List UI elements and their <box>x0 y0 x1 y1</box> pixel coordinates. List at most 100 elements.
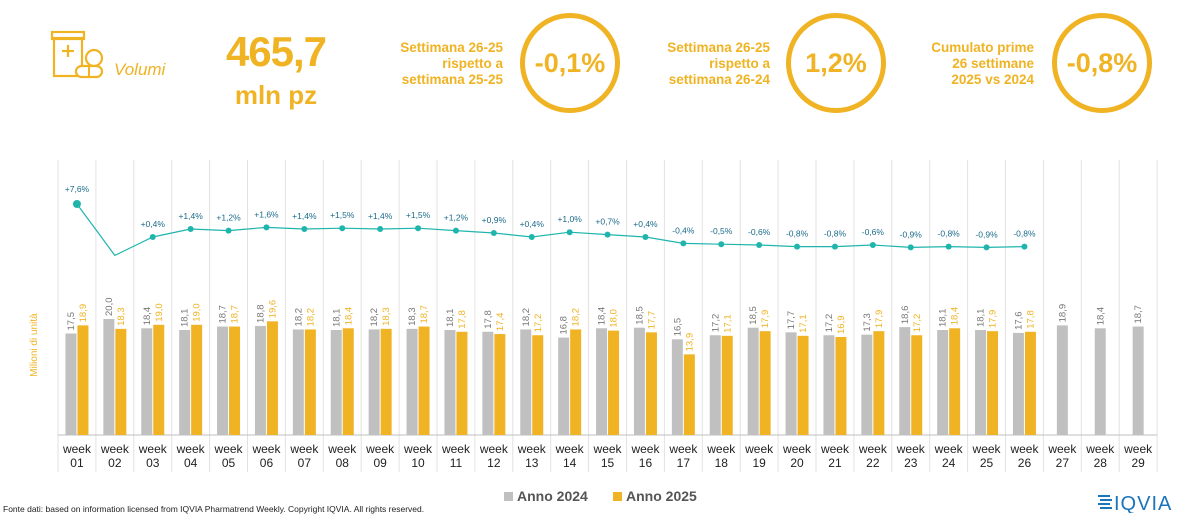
x-tick-label: 20 <box>790 456 804 470</box>
growth-label: +1,5% <box>406 210 431 220</box>
legend-item-2025: Anno 2025 <box>613 488 697 504</box>
growth-point <box>528 234 535 240</box>
growth-label: +0,4% <box>141 219 166 229</box>
bar-2025 <box>721 335 733 435</box>
x-tick-label: week <box>744 442 774 456</box>
data-label-2025: 17,2 <box>533 314 544 333</box>
growth-label: +1,5% <box>330 210 355 220</box>
data-label-2024: 17,8 <box>483 310 494 329</box>
bar-2025 <box>153 324 165 435</box>
x-tick-label: 16 <box>639 456 653 470</box>
growth-label: -0,4% <box>672 225 695 235</box>
data-label-2025: 17,4 <box>495 313 506 332</box>
source-note: Fonte dati: based on information license… <box>3 504 425 514</box>
bar-2025 <box>115 328 127 435</box>
bar-2025 <box>380 328 392 435</box>
legend-item-2024: Anno 2024 <box>504 488 588 504</box>
x-tick-label: week <box>593 442 623 456</box>
growth-point <box>301 226 308 232</box>
bar-2024 <box>444 330 456 435</box>
growth-point <box>415 225 422 232</box>
growth-label: +1,4% <box>292 211 317 221</box>
bar-2025 <box>797 335 809 435</box>
kpi-2-label: Settimana 26-25 rispetto a settimana 26-… <box>667 40 770 87</box>
x-tick-label: 10 <box>411 456 425 470</box>
pill-box-icon <box>50 30 104 79</box>
growth-label: +1,2% <box>216 213 241 223</box>
data-label-2025: 16,9 <box>836 315 847 334</box>
bar-2024 <box>671 339 683 435</box>
growth-point <box>756 242 763 248</box>
bar-2024 <box>330 330 342 435</box>
growth-point <box>642 234 649 240</box>
x-tick-label: week <box>972 442 1002 456</box>
x-tick-label: 23 <box>904 456 918 470</box>
growth-label: +7,6% <box>65 184 90 194</box>
growth-line <box>76 203 1025 257</box>
data-label-2024: 18,8 <box>255 304 266 323</box>
bar-2025 <box>987 331 999 435</box>
bar-2025 <box>1024 331 1036 435</box>
bar-2024 <box>596 328 608 435</box>
data-label-2024: 18,2 <box>521 308 532 327</box>
bar-2025 <box>229 326 241 435</box>
bar-2024 <box>937 330 949 435</box>
growth-label: +0,7% <box>595 217 620 227</box>
data-label-2024: 17,2 <box>824 314 835 333</box>
x-tick-label: 15 <box>601 456 615 470</box>
y-axis-label: Milioni di unità <box>29 313 40 377</box>
x-tick-label: week <box>517 442 547 456</box>
growth-label: -0,9% <box>975 229 998 239</box>
bar-2025 <box>494 334 506 435</box>
data-label-2024: 18,3 <box>407 307 418 326</box>
bar-2025 <box>645 332 657 435</box>
bar-2024 <box>520 329 532 435</box>
x-tick-label: 21 <box>828 456 842 470</box>
growth-point <box>263 224 270 231</box>
data-label-2024: 18,7 <box>218 305 229 324</box>
x-tick-label: 18 <box>715 456 729 470</box>
legend-swatch-2025 <box>613 491 622 501</box>
bar-2025 <box>532 335 544 435</box>
data-label-2025: 18,4 <box>950 307 961 326</box>
bar-2025 <box>266 321 278 435</box>
bar-2024 <box>823 335 835 435</box>
data-label-2025: 18,3 <box>381 307 392 326</box>
x-tick-label: week <box>251 442 281 456</box>
data-label-2024: 16,5 <box>672 318 683 337</box>
bar-2024 <box>558 337 570 435</box>
bar-2025 <box>191 324 203 435</box>
growth-point <box>945 243 952 250</box>
data-label-2024: 18,2 <box>369 308 380 327</box>
growth-label: +0,4% <box>520 219 545 229</box>
growth-point <box>187 226 194 232</box>
data-label-2025: 17,1 <box>722 314 733 333</box>
bar-2024 <box>292 329 304 435</box>
x-tick-label: week <box>100 442 130 456</box>
growth-point <box>907 244 914 251</box>
bar-2024 <box>1056 325 1068 435</box>
data-label-2025: 19,0 <box>154 303 165 322</box>
kpi-3-circle: -0,8% <box>1052 13 1152 113</box>
iqvia-logo-text: IQVIA <box>1114 493 1172 513</box>
data-label-2025: 18,3 <box>116 307 127 326</box>
x-tick-label: 01 <box>70 456 84 470</box>
x-tick-label: week <box>630 442 660 456</box>
bar-2024 <box>861 334 873 435</box>
data-label-2024: 16,8 <box>559 316 570 335</box>
bar-2024 <box>975 330 987 435</box>
bar-2024 <box>368 329 380 435</box>
x-tick-label: week <box>62 442 92 456</box>
x-tick-label: 13 <box>525 456 539 470</box>
bar-2024 <box>482 331 494 435</box>
bar-2025 <box>418 326 430 435</box>
legend-label-2024: Anno 2024 <box>517 488 588 504</box>
kpi-2-value: 1,2% <box>805 47 867 78</box>
weekly-volume-chart: Milioni di unità 17,5 18,9week0120,018,3we… <box>29 160 1158 472</box>
data-label-2025: 19,6 <box>267 300 278 319</box>
bar-2025 <box>949 328 961 435</box>
bar-2024 <box>406 328 418 435</box>
x-tick-label: 08 <box>336 456 350 470</box>
data-label-2024: 18,5 <box>748 306 759 325</box>
x-tick-label: 26 <box>1018 456 1032 470</box>
